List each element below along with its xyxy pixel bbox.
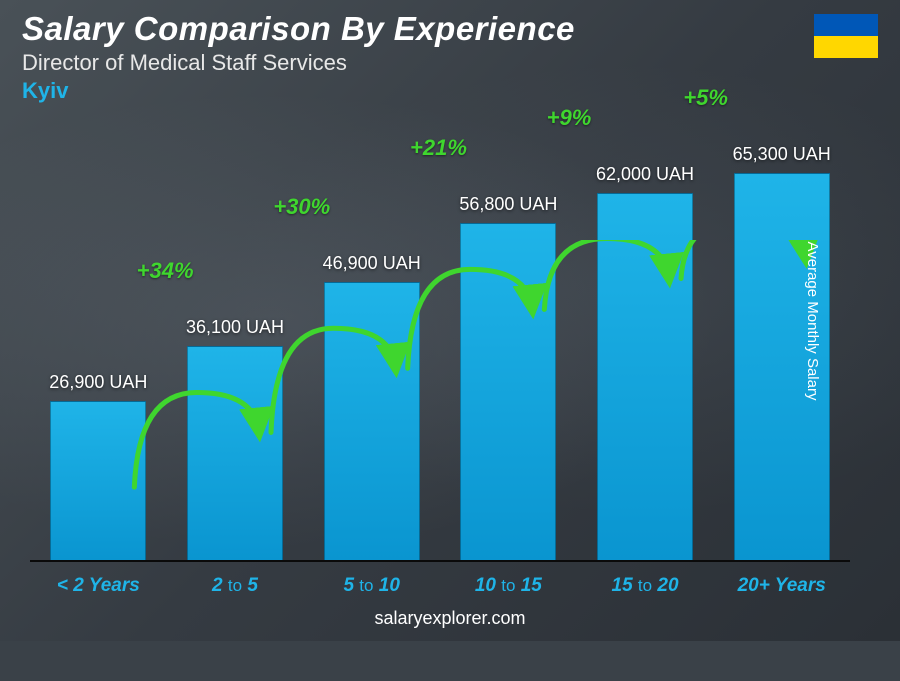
x-axis-label: 10 to 15 bbox=[440, 575, 577, 597]
bar-group: 46,900 UAH bbox=[303, 120, 440, 561]
bar-value-label: 65,300 UAH bbox=[733, 144, 831, 165]
bar bbox=[187, 346, 283, 561]
bar-group: 36,100 UAH bbox=[167, 120, 304, 561]
chart-subtitle: Director of Medical Staff Services bbox=[22, 50, 878, 76]
bar-group: 26,900 UAH bbox=[30, 120, 167, 561]
flag-bottom-stripe bbox=[814, 36, 878, 58]
bar-value-label: 36,100 UAH bbox=[186, 317, 284, 338]
country-flag bbox=[814, 14, 878, 58]
growth-percent-label: +30% bbox=[273, 194, 330, 220]
bars-container: 26,900 UAH 36,100 UAH 46,900 UAH 56,800 UAH… bbox=[30, 120, 850, 561]
bar bbox=[597, 193, 693, 561]
bar-value-label: 56,800 UAH bbox=[459, 194, 557, 215]
flag-top-stripe bbox=[814, 14, 878, 36]
growth-percent-label: +34% bbox=[137, 258, 194, 284]
bar bbox=[324, 282, 420, 561]
growth-percent-label: +21% bbox=[410, 135, 467, 161]
x-axis-label: 15 to 20 bbox=[577, 575, 714, 597]
chart-area: 26,900 UAH 36,100 UAH 46,900 UAH 56,800 UAH… bbox=[30, 120, 850, 561]
x-axis: < 2 Years2 to 55 to 1010 to 1515 to 2020… bbox=[30, 575, 850, 597]
bar bbox=[50, 401, 146, 561]
bar-value-label: 26,900 UAH bbox=[49, 372, 147, 393]
x-axis-label: 20+ Years bbox=[713, 575, 850, 597]
header: Salary Comparison By Experience Director… bbox=[22, 10, 878, 104]
bar bbox=[460, 223, 556, 561]
x-axis-label: 2 to 5 bbox=[167, 575, 304, 597]
bar-value-label: 46,900 UAH bbox=[323, 253, 421, 274]
x-axis-baseline bbox=[30, 560, 850, 562]
bar-value-label: 62,000 UAH bbox=[596, 164, 694, 185]
bar-group: 56,800 UAH bbox=[440, 120, 577, 561]
footer-credit: salaryexplorer.com bbox=[0, 608, 900, 629]
bar-group: 65,300 UAH bbox=[713, 120, 850, 561]
chart-title: Salary Comparison By Experience bbox=[22, 10, 878, 48]
bar-group: 62,000 UAH bbox=[577, 120, 714, 561]
chart-location: Kyiv bbox=[22, 78, 878, 104]
x-axis-label: 5 to 10 bbox=[303, 575, 440, 597]
x-axis-label: < 2 Years bbox=[30, 575, 167, 597]
growth-percent-label: +9% bbox=[547, 105, 592, 131]
y-axis-label: Average Monthly Salary bbox=[804, 241, 821, 400]
